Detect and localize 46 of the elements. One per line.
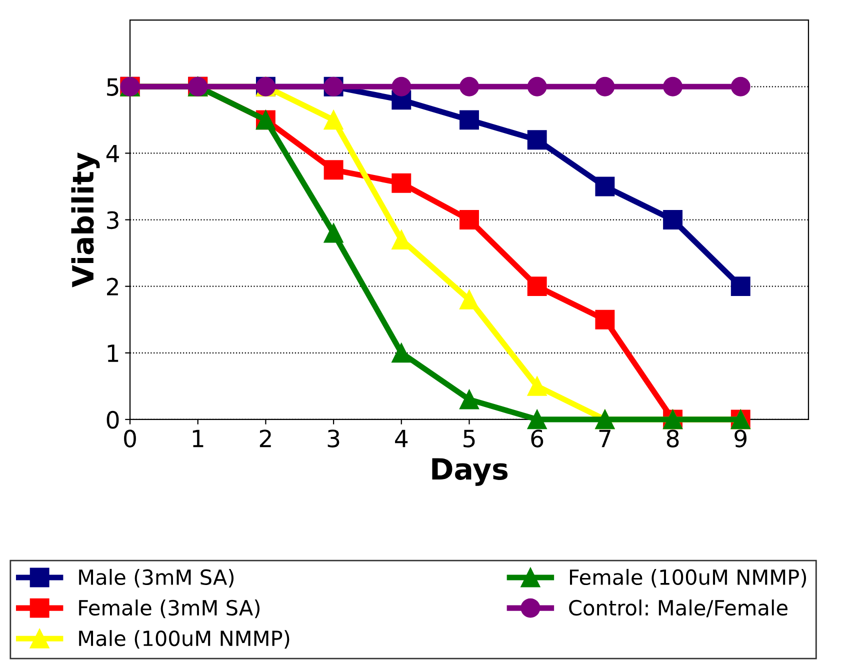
x-tick-label: 4 xyxy=(395,430,408,448)
x-tick-label: 5 xyxy=(464,430,475,448)
point xyxy=(527,76,547,96)
y-axis-title: Viability xyxy=(71,152,100,288)
y-tick-label: 1 xyxy=(108,344,118,362)
point xyxy=(595,310,615,330)
legend-label: Control: Male/Female xyxy=(569,600,788,618)
point xyxy=(527,130,547,150)
point xyxy=(324,110,344,130)
x-tick-label: 1 xyxy=(192,430,204,448)
y-tick-label: 5 xyxy=(107,78,118,96)
x-tick-label: 2 xyxy=(260,430,271,448)
point xyxy=(392,343,412,363)
point xyxy=(730,76,750,96)
point xyxy=(460,210,479,230)
legend-label: Male (100uM NMMP) xyxy=(79,630,290,649)
point xyxy=(595,176,615,196)
legend-label: Female (3mM SA) xyxy=(79,600,260,618)
point xyxy=(392,76,412,96)
y-tick-label: 4 xyxy=(106,144,119,162)
x-tick-label: 9 xyxy=(734,430,746,448)
point xyxy=(392,173,412,193)
point xyxy=(663,76,683,96)
point xyxy=(527,376,547,396)
point xyxy=(527,276,547,296)
x-tick-label: 0 xyxy=(124,430,136,448)
y-tick-label: 2 xyxy=(106,278,118,296)
point xyxy=(663,210,683,230)
point xyxy=(460,390,479,410)
point xyxy=(730,276,750,296)
x-tick-label: 7 xyxy=(599,430,610,448)
legend-label: Female (100uM NMMP) xyxy=(570,568,806,588)
x-tick-label: 3 xyxy=(328,430,340,448)
legend-label: Male (3mM SA) xyxy=(79,568,234,588)
point xyxy=(460,110,479,130)
y-tick-label: 3 xyxy=(107,211,118,230)
point xyxy=(324,160,344,180)
point xyxy=(460,290,479,310)
point xyxy=(595,76,615,96)
point xyxy=(527,410,547,430)
point xyxy=(460,76,479,96)
y-tick-label: 0 xyxy=(106,410,119,429)
x-tick-label: 6 xyxy=(531,430,544,448)
x-tick-label: 8 xyxy=(666,430,679,448)
point xyxy=(324,223,344,243)
x-axis-title: Days xyxy=(432,458,508,486)
